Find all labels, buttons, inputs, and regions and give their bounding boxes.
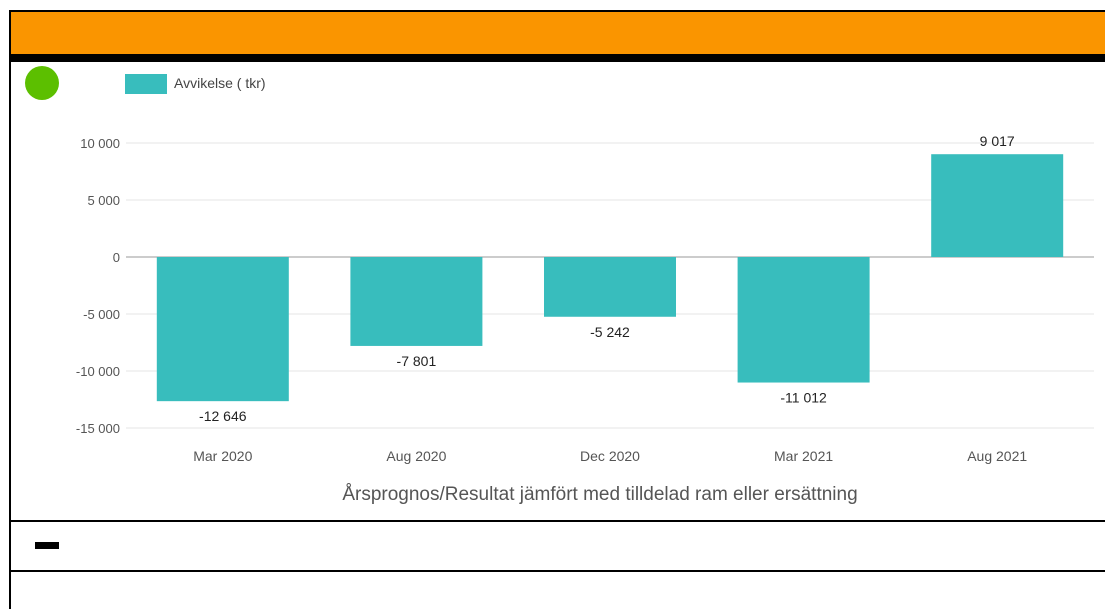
collapsible-section (9, 522, 1105, 572)
minus-icon[interactable] (35, 542, 59, 549)
bar (931, 154, 1064, 257)
chart-panel (9, 62, 1105, 522)
y-tick-label: -5 000 (83, 307, 120, 322)
status-dot-icon (25, 66, 59, 100)
y-tick-label: -10 000 (76, 364, 120, 379)
x-tick-label: Aug 2020 (386, 448, 446, 464)
bar (350, 257, 483, 346)
header-bar (9, 10, 1105, 56)
data-label: -5 242 (590, 324, 630, 340)
data-label: -12 646 (199, 408, 247, 424)
chart-title: Årsprognos/Resultat jämfört med tilldela… (342, 484, 858, 505)
x-tick-label: Dec 2020 (580, 448, 640, 464)
data-label: -7 801 (397, 353, 437, 369)
x-tick-label: Mar 2021 (774, 448, 833, 464)
x-tick-label: Mar 2020 (193, 448, 252, 464)
bottom-row (9, 572, 1105, 609)
y-tick-label: 10 000 (80, 136, 120, 151)
bar (156, 257, 289, 402)
x-tick-label: Aug 2021 (967, 448, 1027, 464)
legend-label[interactable]: Avvikelse ( tkr) (174, 75, 266, 91)
data-label: -11 012 (780, 390, 827, 406)
header-divider (9, 56, 1105, 62)
bar (737, 257, 870, 383)
y-tick-label: 0 (113, 250, 120, 265)
data-label: 9 017 (980, 133, 1015, 149)
y-tick-label: 5 000 (87, 193, 120, 208)
y-tick-label: -15 000 (76, 421, 120, 436)
legend-swatch[interactable] (125, 74, 167, 94)
bar (544, 257, 676, 317)
